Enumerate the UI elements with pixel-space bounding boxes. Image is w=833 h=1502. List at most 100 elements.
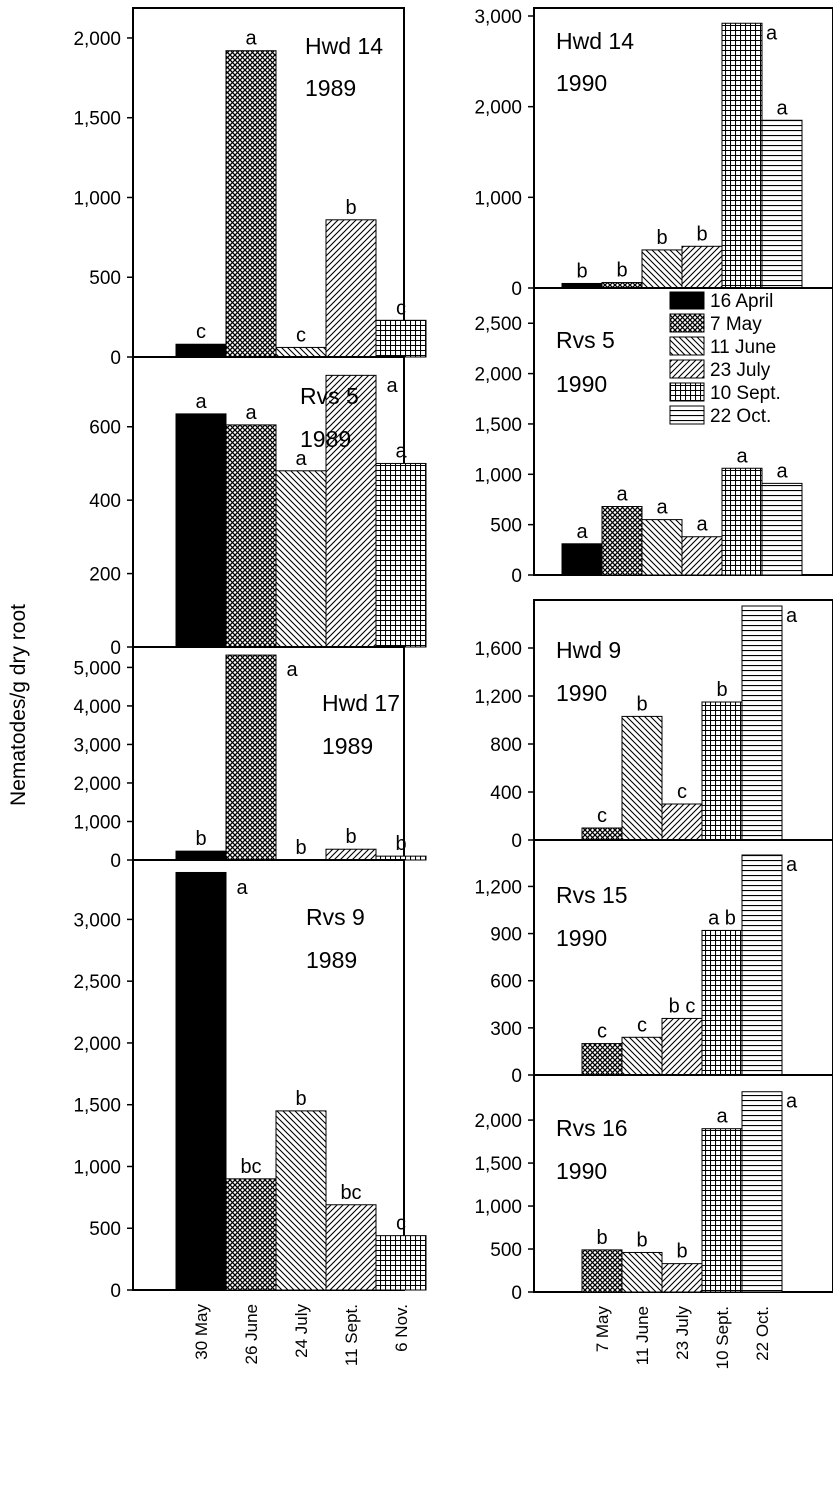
y-tick-label: 400 [490, 783, 522, 804]
significance-letter: a [776, 460, 788, 482]
significance-letter: a b [708, 907, 736, 929]
y-tick-label: 1,000 [474, 188, 522, 209]
significance-letter: c [196, 321, 206, 343]
panel-year: 1989 [322, 733, 373, 759]
bar-11-june [622, 716, 662, 840]
significance-letter: a [576, 521, 588, 543]
significance-letter: a [245, 402, 257, 424]
y-tick-label: 500 [490, 516, 522, 537]
bar-23-july [662, 1018, 702, 1075]
significance-letter: b [616, 260, 627, 282]
bar-26-june [226, 655, 276, 860]
significance-letter: bc [340, 1182, 361, 1204]
legend-swatch-22-oct [670, 406, 704, 424]
significance-letter: a [786, 605, 798, 627]
significance-letter: b [195, 828, 206, 850]
y-tick-label: 1,200 [474, 877, 522, 898]
x-tick-label-11-june: 11 June [633, 1306, 652, 1365]
significance-letter: b [395, 833, 406, 855]
legend-label-10-sept: 10 Sept. [710, 383, 781, 404]
y-tick-label: 2,000 [73, 29, 121, 50]
legend-label-23-july: 23 July [710, 360, 771, 381]
x-tick-label-22-oct: 22 Oct. [753, 1306, 772, 1361]
bar-22-oct [762, 483, 802, 575]
x-tick-label-26-june: 26 June [242, 1304, 261, 1365]
bar-26-june [226, 1179, 276, 1290]
x-tick-label-24-july: 24 July [292, 1304, 311, 1358]
x-tick-label-6-nov: 6 Nov. [392, 1304, 411, 1352]
bar-10-sept [702, 930, 742, 1075]
significance-letter: a [395, 440, 407, 462]
y-tick-label: 1,000 [73, 188, 121, 209]
bar-11-sept [326, 220, 376, 357]
panel-title: Rvs 5 [300, 383, 359, 409]
legend-swatch-16-april [670, 292, 704, 309]
y-tick-label: 0 [110, 851, 121, 872]
legend: 16 April 7 May 11 June 23 July 10 Sept. … [670, 291, 781, 427]
bar-11-sept [326, 1205, 376, 1290]
y-tick-label: 1,500 [73, 1096, 121, 1117]
y-tick-label: 200 [89, 565, 121, 586]
bar-30-may [176, 414, 226, 647]
significance-letter: b [295, 837, 306, 859]
panel-year: 1989 [305, 75, 356, 101]
y-tick-label: 2,000 [73, 1034, 121, 1055]
y-tick-label: 0 [110, 1281, 121, 1302]
bar-30-may [176, 344, 226, 357]
bar-30-may [176, 851, 226, 860]
y-tick-label: 900 [490, 925, 522, 946]
panel-year: 1989 [306, 947, 357, 973]
panel-rvs-16-1990: 0 500 1,000 1,500 2,000 b b b a a Rvs 16 1990 [474, 1075, 833, 1304]
significance-letter: bc [240, 1156, 261, 1178]
bar-11-sept [326, 849, 376, 860]
significance-letter: a [766, 22, 778, 44]
x-tick-label-7-may: 7 May [593, 1306, 612, 1353]
y-tick-label: 3,000 [474, 7, 522, 28]
panel-year: 1990 [556, 1158, 607, 1184]
bar-11-june [622, 1252, 662, 1292]
bar-7-may [582, 1044, 622, 1075]
significance-letter: a [616, 484, 628, 506]
y-tick-label: 0 [110, 638, 121, 659]
y-tick-label: 0 [110, 348, 121, 369]
significance-letter: b [295, 1088, 306, 1110]
y-tick-label: 1,500 [474, 1154, 522, 1175]
significance-letter: b [676, 1241, 687, 1263]
significance-letter: b [636, 693, 647, 715]
bar-22-oct [742, 1092, 782, 1292]
bar-30-may [176, 872, 226, 1290]
panel-title: Rvs 16 [556, 1115, 628, 1141]
panel-title: Rvs 9 [306, 904, 365, 930]
panel-year: 1990 [556, 70, 607, 96]
y-tick-label: 1,500 [474, 415, 522, 436]
significance-letter: a [736, 445, 748, 467]
y-tick-label: 500 [89, 268, 121, 289]
bar-10-sept [722, 23, 762, 288]
legend-swatch-23-july [670, 360, 704, 378]
significance-letter: a [786, 1091, 798, 1113]
panel-year: 1989 [300, 426, 351, 452]
y-tick-label: 500 [490, 1240, 522, 1261]
significance-letter: a [286, 659, 298, 681]
x-tick-label-30-may: 30 May [192, 1304, 211, 1360]
y-tick-label: 0 [511, 1283, 522, 1304]
bar-23-july [662, 1264, 702, 1292]
significance-letter: a [786, 854, 798, 876]
panel-year: 1990 [556, 925, 607, 951]
y-tick-label: 500 [89, 1219, 121, 1240]
bar-16-april [562, 544, 602, 575]
y-tick-label: 2,500 [474, 314, 522, 335]
bar-11-june [642, 250, 682, 288]
y-tick-label: 0 [511, 566, 522, 587]
significance-letter: a [245, 28, 257, 50]
panel-title: Hwd 9 [556, 637, 621, 663]
y-tick-label: 4,000 [73, 697, 121, 718]
bar-23-july [682, 537, 722, 575]
y-tick-label: 600 [490, 972, 522, 993]
panel-title: Rvs 5 [556, 327, 615, 353]
y-tick-label: 1,600 [474, 639, 522, 660]
x-tick-labels-left: 30 May 26 June 24 July 11 Sept. 6 Nov. [192, 1304, 411, 1367]
legend-swatch-7-may [670, 314, 704, 332]
significance-letter: b [596, 1227, 607, 1249]
